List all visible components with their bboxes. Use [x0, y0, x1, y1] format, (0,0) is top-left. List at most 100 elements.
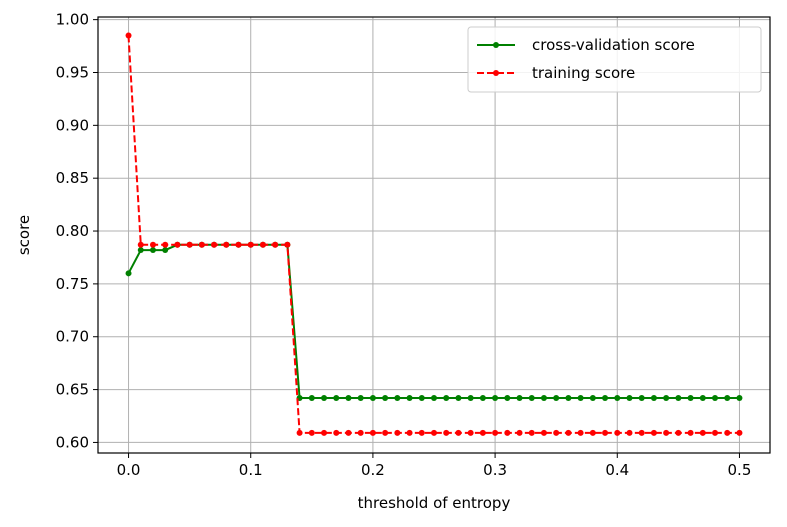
data-point	[467, 429, 474, 436]
data-point	[712, 395, 719, 402]
data-point	[418, 395, 425, 402]
data-point	[687, 395, 694, 402]
x-axis-title: threshold of entropy	[358, 494, 511, 512]
x-tick-label: 0.4	[605, 461, 629, 479]
data-point	[394, 395, 401, 402]
data-point	[663, 395, 670, 402]
data-point	[137, 241, 144, 248]
y-tick-label: 0.90	[56, 116, 89, 134]
x-tick-label: 0.1	[239, 461, 263, 479]
data-point	[577, 429, 584, 436]
data-point	[540, 395, 547, 402]
data-point	[565, 395, 572, 402]
data-point	[602, 429, 609, 436]
series-line	[127, 35, 740, 434]
data-point	[675, 395, 682, 402]
y-tick-label: 0.85	[56, 169, 89, 187]
data-point	[699, 395, 706, 402]
data-point	[345, 429, 352, 436]
data-point	[675, 429, 682, 436]
series-layer	[125, 32, 743, 436]
data-point	[382, 429, 389, 436]
data-point	[577, 395, 584, 402]
data-point	[418, 429, 425, 436]
data-point	[455, 429, 462, 436]
data-point	[137, 247, 144, 254]
data-point	[650, 429, 657, 436]
data-point	[149, 247, 156, 254]
data-point	[736, 395, 743, 402]
series-training	[125, 32, 743, 436]
data-point	[211, 241, 218, 248]
data-point	[198, 241, 205, 248]
data-point	[149, 241, 156, 248]
y-tick-label: 0.80	[56, 222, 89, 240]
y-tick-label: 0.65	[56, 381, 89, 399]
data-point	[235, 241, 242, 248]
data-point	[345, 395, 352, 402]
data-point	[699, 429, 706, 436]
data-point	[431, 395, 437, 402]
data-point	[479, 395, 486, 402]
y-tick-label: 1.00	[56, 11, 89, 29]
data-point	[712, 429, 719, 436]
data-point	[602, 395, 609, 402]
data-point	[492, 429, 499, 436]
x-tick-label: 0.0	[117, 461, 141, 479]
data-point	[333, 429, 340, 436]
x-tick-label: 0.5	[728, 461, 752, 479]
data-point	[663, 429, 670, 436]
data-point	[614, 429, 621, 436]
data-point	[540, 429, 547, 436]
data-point	[589, 395, 596, 402]
data-point	[724, 395, 731, 402]
y-tick-label: 0.95	[56, 63, 89, 81]
data-point	[308, 395, 315, 402]
data-point	[650, 395, 657, 402]
data-point	[431, 429, 437, 436]
data-point	[162, 241, 169, 248]
y-tick-label: 0.70	[56, 328, 89, 346]
axis-ticks: 0.0 0.1 0.2 0.3 0.4 0.5 0.60 0.65 0.70 0.75 0.80 0.…	[56, 11, 752, 479]
data-point	[284, 241, 291, 248]
data-point	[357, 395, 364, 402]
data-point	[553, 395, 560, 402]
data-point	[724, 429, 731, 436]
data-point	[467, 395, 474, 402]
data-point	[479, 429, 486, 436]
data-point	[565, 429, 572, 436]
data-point	[321, 429, 328, 436]
data-point	[455, 395, 462, 402]
data-point	[125, 270, 132, 277]
x-tick-label: 0.3	[483, 461, 507, 479]
data-point	[736, 429, 743, 436]
data-point	[186, 241, 193, 248]
legend-label-cross-validation: cross-validation score	[532, 36, 695, 54]
data-point	[321, 395, 328, 402]
data-point	[259, 241, 266, 248]
data-point	[492, 395, 499, 402]
data-point	[223, 241, 230, 248]
legend-box	[467, 26, 762, 93]
data-point	[308, 429, 315, 436]
data-point	[174, 241, 181, 248]
legend: cross-validation score training score	[467, 26, 762, 93]
legend-marker-training	[493, 70, 499, 76]
data-point	[162, 247, 169, 254]
data-point	[626, 395, 633, 402]
series-line	[127, 243, 740, 399]
data-point	[443, 429, 450, 436]
y-tick-label: 0.60	[56, 433, 89, 451]
data-point	[406, 429, 413, 436]
data-point	[516, 429, 523, 436]
data-point	[357, 429, 364, 436]
data-point	[296, 429, 303, 436]
data-point	[638, 429, 645, 436]
data-point	[516, 395, 523, 402]
legend-marker-cross-validation	[493, 42, 499, 48]
data-point	[247, 241, 254, 248]
data-point	[528, 395, 535, 402]
data-point	[369, 395, 376, 402]
data-point	[553, 429, 560, 436]
